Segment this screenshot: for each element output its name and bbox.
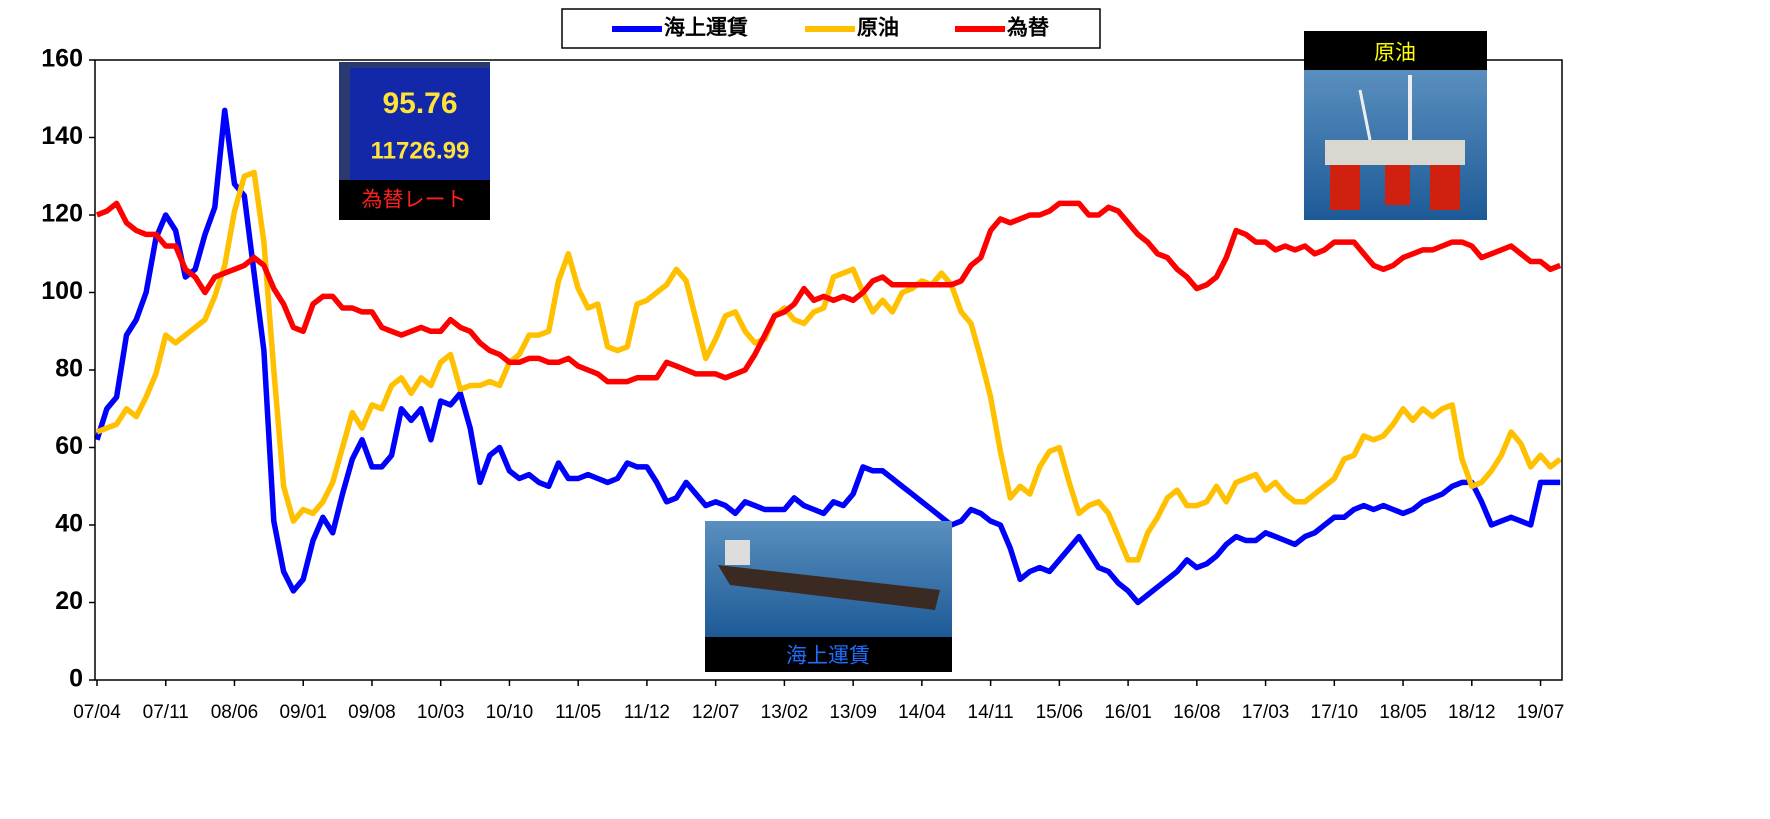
photo-caption: 原油 bbox=[1374, 42, 1416, 65]
series-line bbox=[95, 169, 1562, 563]
x-tick-label: 09/08 bbox=[348, 702, 396, 723]
y-tick-label: 160 bbox=[41, 45, 83, 73]
legend-label: 為替 bbox=[1007, 16, 1049, 40]
photo-caption: 海上運賃 bbox=[786, 645, 870, 668]
legend-label: 原油 bbox=[857, 17, 899, 40]
series-line bbox=[95, 200, 1562, 385]
legend-label: 海上運賃 bbox=[664, 16, 748, 40]
x-tick-label: 18/12 bbox=[1448, 702, 1496, 723]
x-tick-label: 14/04 bbox=[898, 702, 946, 723]
x-tick-label: 11/12 bbox=[624, 702, 670, 723]
x-tick-label: 16/01 bbox=[1104, 702, 1152, 723]
x-tick-label: 10/10 bbox=[486, 702, 534, 723]
x-tick-label: 14/11 bbox=[968, 702, 1014, 723]
x-tick-label: 11/05 bbox=[555, 702, 601, 723]
x-tick-label: 07/11 bbox=[143, 702, 189, 723]
photo-text: 95.76 bbox=[382, 87, 457, 120]
fx-photo: 95.76 11726.99 為替レート bbox=[339, 62, 490, 220]
x-tick-label: 17/03 bbox=[1242, 702, 1290, 723]
x-tick-label: 17/10 bbox=[1311, 702, 1359, 723]
y-tick-label: 140 bbox=[41, 122, 83, 150]
y-tick-label: 80 bbox=[55, 355, 83, 383]
y-tick-label: 120 bbox=[41, 200, 83, 228]
x-tick-label: 12/07 bbox=[692, 702, 740, 723]
ship-photo: 海上運賃 bbox=[705, 521, 952, 672]
y-tick-label: 40 bbox=[55, 510, 83, 538]
x-tick-label: 19/07 bbox=[1517, 702, 1565, 723]
y-tick-label: 60 bbox=[55, 432, 83, 460]
x-tick-label: 18/05 bbox=[1379, 702, 1427, 723]
x-tick-label: 13/09 bbox=[829, 702, 877, 723]
y-tick-label: 0 bbox=[69, 665, 83, 693]
x-tick-label: 16/08 bbox=[1173, 702, 1221, 723]
photo-caption: 為替レート bbox=[362, 189, 467, 212]
series-line bbox=[94, 107, 1561, 606]
photo-text: 11726.99 bbox=[371, 137, 470, 164]
y-tick-label: 100 bbox=[41, 277, 83, 305]
x-tick-label: 09/01 bbox=[279, 702, 327, 723]
x-tick-label: 07/04 bbox=[73, 702, 121, 723]
x-tick-label: 10/03 bbox=[417, 702, 465, 723]
x-tick-label: 08/06 bbox=[211, 702, 259, 723]
y-tick-label: 20 bbox=[55, 587, 83, 615]
x-tick-label: 15/06 bbox=[1036, 702, 1084, 723]
oil-photo: 原油 bbox=[1304, 31, 1487, 220]
x-tick-label: 13/02 bbox=[761, 702, 809, 723]
